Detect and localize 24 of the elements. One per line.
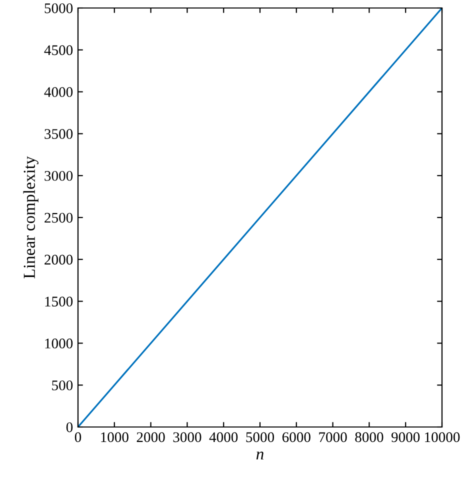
- y-tick-label: 2000: [44, 254, 73, 265]
- x-tick-label: 9000: [391, 432, 420, 442]
- y-tick-label: 3000: [44, 170, 73, 181]
- x-tick-label: 6000: [282, 432, 310, 442]
- x-tick-label: 10000: [425, 432, 460, 442]
- x-tick-label: 1000: [101, 432, 128, 442]
- y-tick-label: 0: [66, 422, 73, 432]
- x-tick-label: 5000: [246, 432, 274, 442]
- y-axis-title: Linear complexity: [23, 156, 38, 278]
- x-tick-label: 2000: [136, 432, 165, 442]
- x-tick-label: 8000: [355, 432, 384, 442]
- x-tick-label: 7000: [319, 432, 347, 442]
- y-tick-label: 500: [52, 380, 73, 390]
- y-tick-label: 2500: [44, 212, 73, 223]
- y-tick-label: 4500: [44, 45, 73, 56]
- x-tick-label: 0: [74, 432, 82, 442]
- y-tick-label: 1000: [45, 338, 73, 348]
- y-tick-label: 5000: [44, 3, 73, 14]
- y-tick-label: 3500: [44, 129, 73, 139]
- x-axis-title: n: [256, 452, 264, 460]
- y-tick-label: 1500: [45, 296, 73, 307]
- x-tick-label: 3000: [173, 432, 202, 442]
- y-tick-label: 4000: [44, 87, 73, 98]
- x-tick-label: 4000: [209, 432, 238, 442]
